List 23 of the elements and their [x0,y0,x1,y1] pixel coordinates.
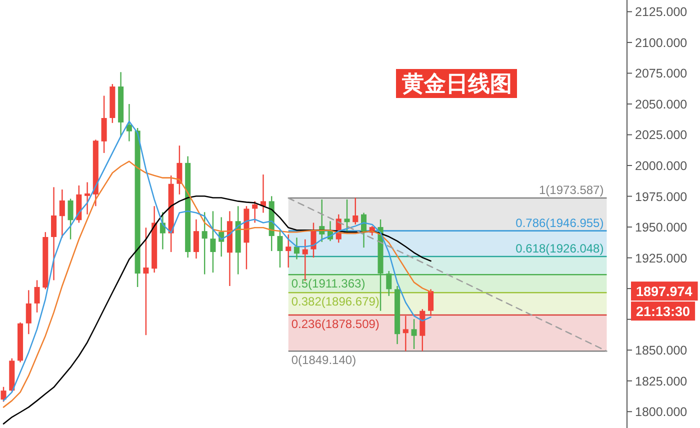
y-tick-label: 2000.000 [635,159,688,174]
y-tick-label: 1825.000 [635,374,688,388]
y-tick-label: 2075.000 [635,66,688,81]
ref-line-label: 0.382(1896.679) [291,294,380,309]
y-tick-label: 2125.000 [635,5,688,20]
ref-line-label: 1(1973.587) [539,183,604,198]
y-tick-label: 2100.000 [635,36,688,50]
y-tick-label: 1950.000 [635,220,688,235]
tag: 1897.974 [631,282,698,301]
y-tick-label: 1975.000 [635,190,688,204]
ref-line-label: 0.236(1878.509) [291,317,380,332]
line-series [2,196,432,424]
tag: 21:13:30 [631,302,696,321]
ref-line-label: 0.786(1946.955) [516,216,604,230]
y-tick-label: 1925.000 [635,251,688,266]
y-tick-label: 1800.000 [635,405,688,420]
y-tick-label: 2025.000 [635,128,688,142]
y-tick-label: 1850.000 [635,344,688,358]
ref-line-label: 0(1849.140) [291,353,356,368]
title: 黄金日线图 [396,69,517,98]
y-tick-label: 2050.000 [635,97,688,112]
ref-line-label: 0.5(1911.363) [291,276,366,291]
ref-line-label: 0.618(1926.048) [516,242,604,256]
